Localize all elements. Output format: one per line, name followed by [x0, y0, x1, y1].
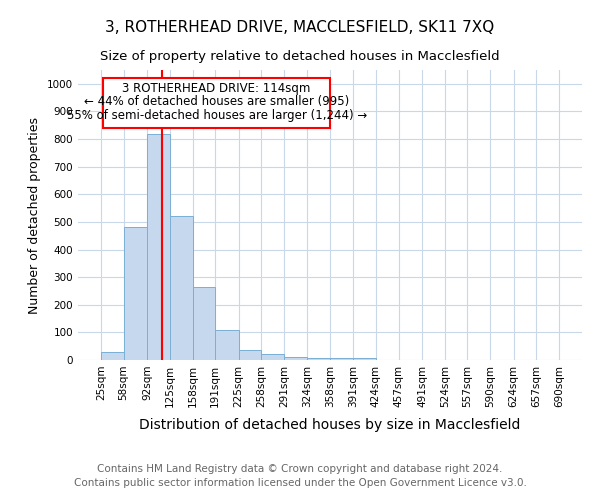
Bar [103, 78, 331, 128]
Text: ← 44% of detached houses are smaller (995): ← 44% of detached houses are smaller (99… [84, 96, 349, 108]
Bar [331, 358, 353, 360]
Bar [101, 352, 124, 360]
X-axis label: Distribution of detached houses by size in Macclesfield: Distribution of detached houses by size … [139, 418, 521, 432]
Text: 3, ROTHERHEAD DRIVE, MACCLESFIELD, SK11 7XQ: 3, ROTHERHEAD DRIVE, MACCLESFIELD, SK11 … [106, 20, 494, 35]
Y-axis label: Number of detached properties: Number of detached properties [28, 116, 41, 314]
Bar [239, 350, 262, 360]
Text: Size of property relative to detached houses in Macclesfield: Size of property relative to detached ho… [100, 50, 500, 63]
Bar [215, 330, 239, 360]
Bar [262, 354, 284, 360]
Bar [307, 358, 331, 360]
Bar [124, 228, 147, 360]
Bar [353, 358, 376, 360]
Text: 55% of semi-detached houses are larger (1,244) →: 55% of semi-detached houses are larger (… [67, 109, 367, 122]
Bar [147, 134, 170, 360]
Bar [193, 287, 215, 360]
Text: Contains HM Land Registry data © Crown copyright and database right 2024.
Contai: Contains HM Land Registry data © Crown c… [74, 464, 526, 487]
Bar [170, 216, 193, 360]
Bar [284, 356, 307, 360]
Text: 3 ROTHERHEAD DRIVE: 114sqm: 3 ROTHERHEAD DRIVE: 114sqm [122, 82, 311, 94]
